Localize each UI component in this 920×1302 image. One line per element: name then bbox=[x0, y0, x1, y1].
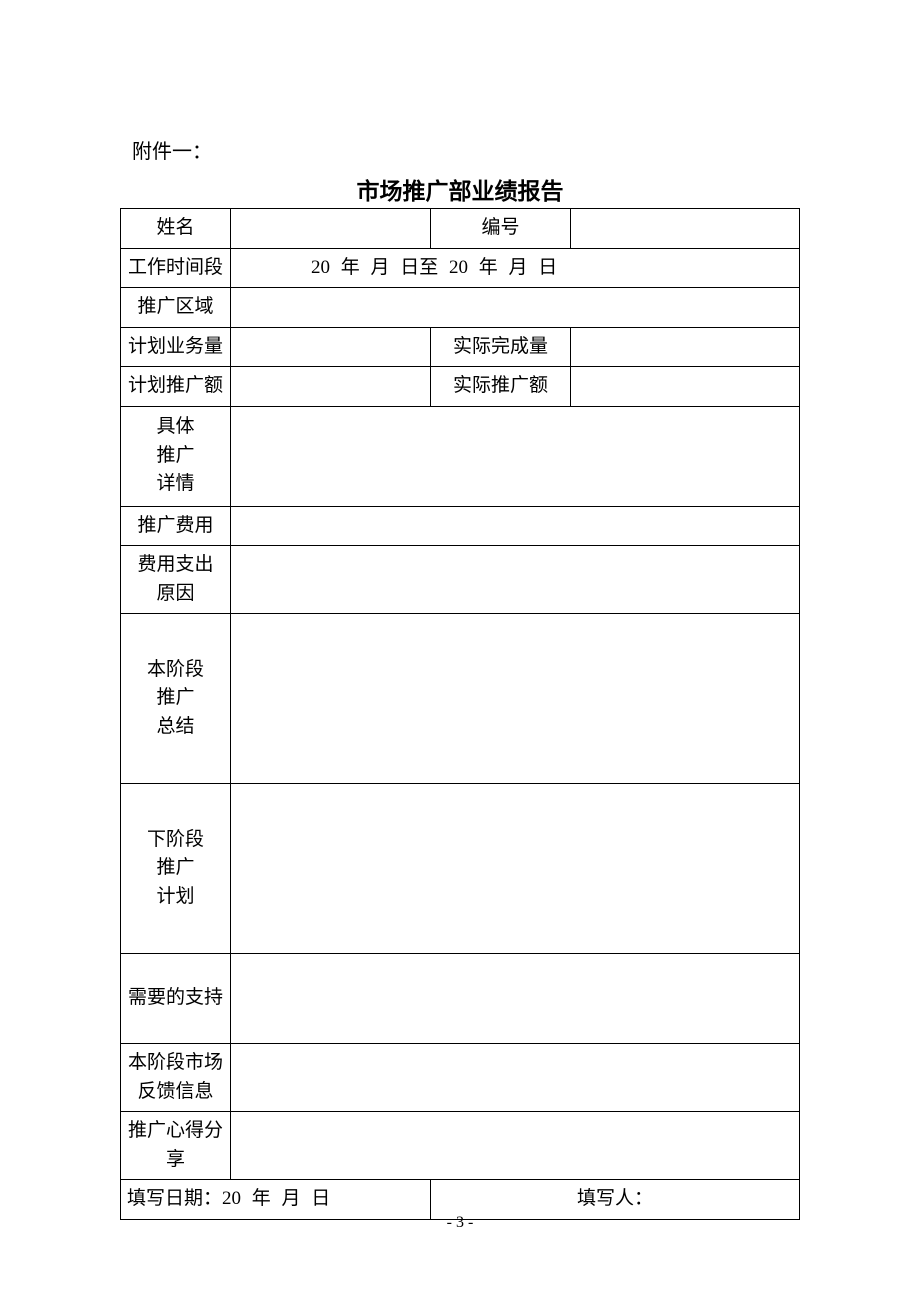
value-feedback bbox=[231, 1044, 800, 1112]
label-name: 姓名 bbox=[121, 209, 231, 249]
value-support bbox=[231, 954, 800, 1044]
value-number bbox=[571, 209, 800, 249]
label-planned-amount: 计划推广额 bbox=[121, 367, 231, 407]
label-region: 推广区域 bbox=[121, 288, 231, 328]
table-row: 本阶段 推广 总结 bbox=[121, 614, 800, 784]
table-row: 需要的支持 bbox=[121, 954, 800, 1044]
tips-text-1: 推广心得分 bbox=[128, 1120, 223, 1141]
tips-text-2: 享 bbox=[166, 1149, 185, 1170]
label-support: 需要的支持 bbox=[121, 954, 231, 1044]
value-name bbox=[231, 209, 431, 249]
value-next-plan bbox=[231, 784, 800, 954]
value-actual-amount bbox=[571, 367, 800, 407]
table-row: 计划业务量 实际完成量 bbox=[121, 327, 800, 367]
summary-text-2: 推广 bbox=[156, 687, 194, 708]
label-work-period: 工作时间段 bbox=[121, 248, 231, 288]
value-expense-reason bbox=[231, 546, 800, 614]
value-planned-amount bbox=[231, 367, 431, 407]
label-actual-amount: 实际推广额 bbox=[431, 367, 571, 407]
table-row: 推广心得分 享 bbox=[121, 1112, 800, 1180]
summary-text-1: 本阶段 bbox=[147, 659, 204, 680]
label-planned-volume: 计划业务量 bbox=[121, 327, 231, 367]
next-plan-text-1: 下阶段 bbox=[147, 829, 204, 850]
table-row: 费用支出 原因 bbox=[121, 546, 800, 614]
label-expense: 推广费用 bbox=[121, 506, 231, 546]
label-details: 具体 推广 详情 bbox=[121, 406, 231, 506]
attachment-label: 附件一： bbox=[132, 135, 800, 164]
table-row: 具体 推广 详情 bbox=[121, 406, 800, 506]
label-next-plan: 下阶段 推广 计划 bbox=[121, 784, 231, 954]
table-row: 推广费用 bbox=[121, 506, 800, 546]
details-text-1: 具体 bbox=[156, 416, 194, 437]
table-row: 下阶段 推广 计划 bbox=[121, 784, 800, 954]
value-actual-volume bbox=[571, 327, 800, 367]
page-container: 附件一： 市场推广部业绩报告 姓名 编号 工作时间段 20 年 月 日至 20 … bbox=[0, 0, 920, 1220]
page-number: - 3 - bbox=[0, 1214, 920, 1232]
expense-reason-text-1: 费用支出 bbox=[137, 554, 213, 575]
value-summary bbox=[231, 614, 800, 784]
label-number: 编号 bbox=[431, 209, 571, 249]
label-feedback: 本阶段市场 反馈信息 bbox=[121, 1044, 231, 1112]
value-details bbox=[231, 406, 800, 506]
details-text-3: 详情 bbox=[156, 473, 194, 494]
table-row: 推广区域 bbox=[121, 288, 800, 328]
details-text-2: 推广 bbox=[156, 445, 194, 466]
table-row: 姓名 编号 bbox=[121, 209, 800, 249]
expense-reason-text-2: 原因 bbox=[156, 583, 194, 604]
next-plan-text-2: 推广 bbox=[156, 857, 194, 878]
label-actual-volume: 实际完成量 bbox=[431, 327, 571, 367]
value-region bbox=[231, 288, 800, 328]
table-row: 计划推广额 实际推广额 bbox=[121, 367, 800, 407]
feedback-text-1: 本阶段市场 bbox=[128, 1052, 223, 1073]
value-planned-volume bbox=[231, 327, 431, 367]
label-summary: 本阶段 推广 总结 bbox=[121, 614, 231, 784]
value-expense bbox=[231, 506, 800, 546]
feedback-text-2: 反馈信息 bbox=[137, 1081, 213, 1102]
value-tips bbox=[231, 1112, 800, 1180]
label-tips: 推广心得分 享 bbox=[121, 1112, 231, 1180]
label-expense-reason: 费用支出 原因 bbox=[121, 546, 231, 614]
summary-text-3: 总结 bbox=[156, 716, 194, 737]
next-plan-text-3: 计划 bbox=[156, 886, 194, 907]
form-title: 市场推广部业绩报告 bbox=[120, 172, 800, 206]
value-work-period: 20 年 月 日至 20 年 月 日 bbox=[231, 248, 800, 288]
table-row: 本阶段市场 反馈信息 bbox=[121, 1044, 800, 1112]
report-table: 姓名 编号 工作时间段 20 年 月 日至 20 年 月 日 推广区域 计划业务… bbox=[120, 208, 800, 1220]
table-row: 工作时间段 20 年 月 日至 20 年 月 日 bbox=[121, 248, 800, 288]
